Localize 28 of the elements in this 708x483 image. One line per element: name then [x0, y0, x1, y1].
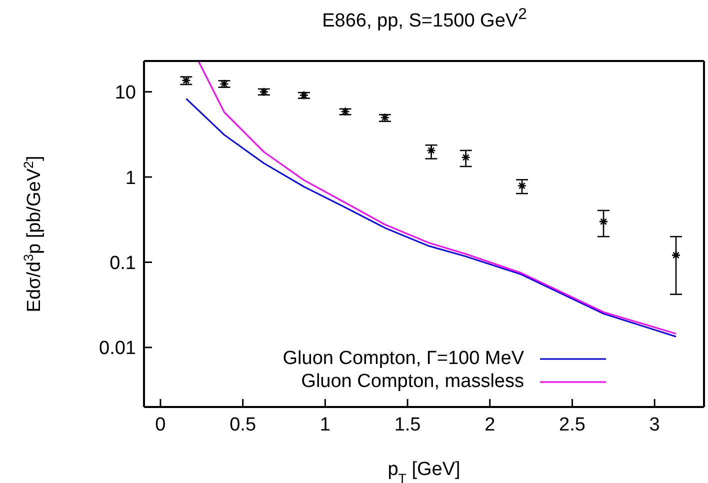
x-tick-label: 3: [649, 414, 660, 436]
point: [517, 181, 527, 190]
line-series: [198, 61, 677, 334]
x-tick-label: 2: [484, 414, 496, 436]
point: [182, 76, 191, 86]
y-tick-label: 0.01: [99, 338, 136, 360]
y-tick-label: 0.1: [110, 252, 136, 274]
x-axis-title: p$_{T}$ [GeV]: [388, 459, 460, 483]
x-tick-label: 2.5: [559, 414, 586, 436]
y-tick-label: 1: [125, 168, 136, 189]
point: [461, 152, 470, 162]
point: [671, 250, 681, 260]
x-tick-label: 0: [155, 414, 166, 436]
legend-label: Gluon Compton, Γ=100 MeV: [282, 348, 524, 370]
x-tick-label: 1.5: [394, 414, 421, 436]
legend-label: Gluon Compton, massless: [301, 370, 524, 392]
point: [340, 107, 350, 116]
point: [220, 79, 229, 89]
y-tick-label: 10: [114, 82, 136, 104]
point: [380, 112, 390, 122]
chart-title: E866, pp, S=1500 GeV$^{2}$: [321, 6, 528, 32]
point: [299, 90, 309, 100]
x-tick-label: 1: [320, 414, 330, 436]
point: [426, 146, 436, 156]
x-tick-label: 0.5: [230, 414, 256, 436]
line-series: [185, 98, 677, 338]
point: [598, 216, 608, 226]
point: [259, 87, 269, 96]
